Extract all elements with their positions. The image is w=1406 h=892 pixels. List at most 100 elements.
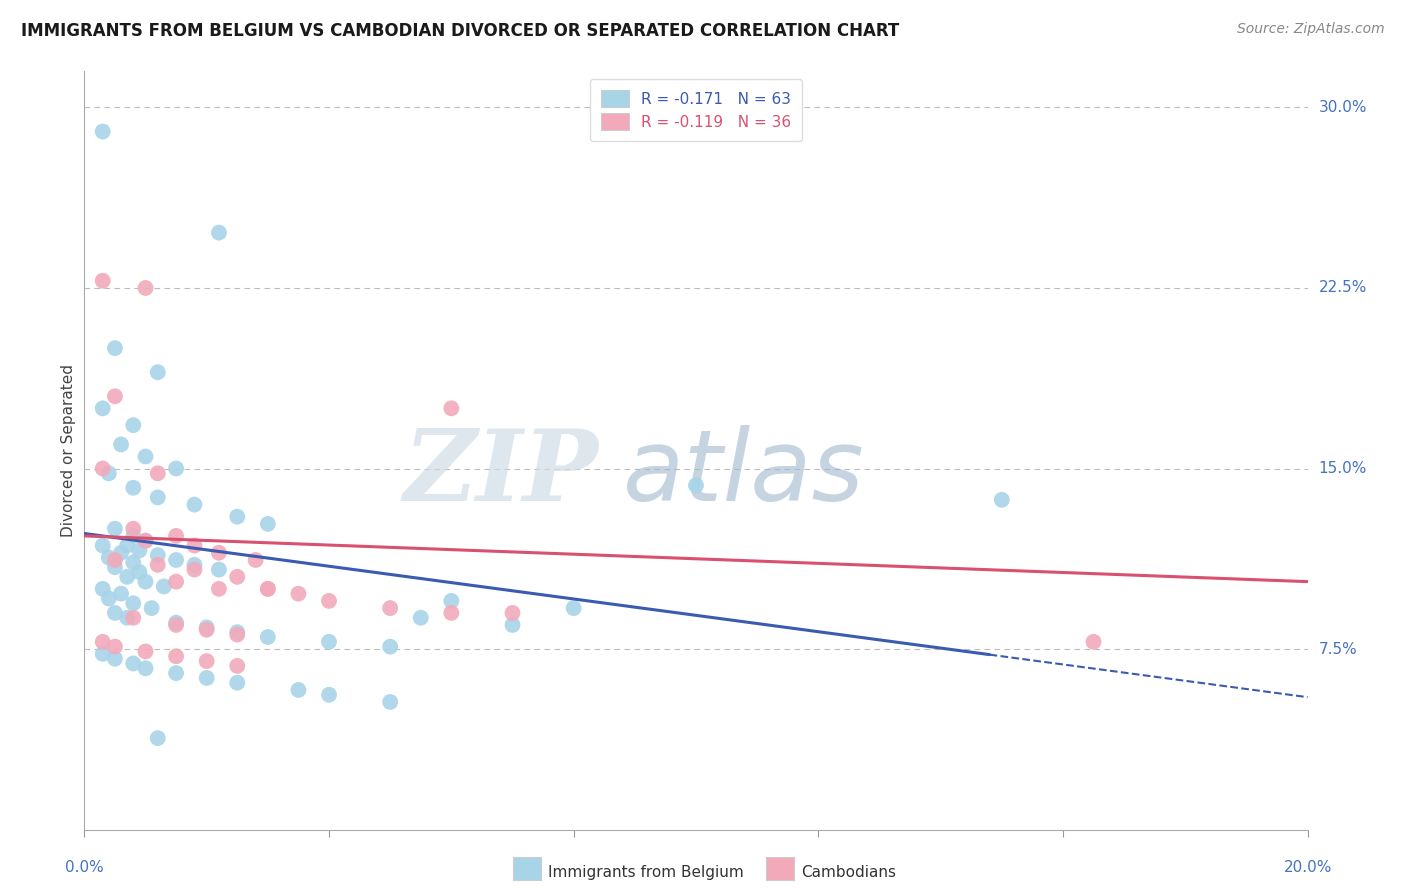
Point: [91, 401, 114, 416]
Point: [91, 124, 114, 138]
Point: [183, 563, 205, 577]
Point: [135, 450, 157, 464]
Point: [165, 618, 187, 632]
Point: [122, 596, 145, 610]
Point: [226, 659, 249, 673]
Point: [226, 509, 249, 524]
Point: [91, 647, 114, 661]
Point: [146, 365, 169, 379]
Point: [208, 563, 231, 577]
Point: [146, 491, 169, 505]
Point: [135, 661, 157, 675]
Point: [991, 492, 1014, 507]
Point: [380, 640, 402, 654]
Point: [97, 550, 120, 565]
Point: [183, 539, 205, 553]
Point: [502, 606, 524, 620]
Point: [685, 478, 707, 492]
Point: [104, 522, 127, 536]
Point: [380, 601, 402, 615]
Point: [318, 688, 340, 702]
Point: [287, 682, 309, 697]
Point: [122, 481, 145, 495]
Point: [165, 529, 187, 543]
Point: [91, 635, 114, 649]
Text: Immigrants from Belgium: Immigrants from Belgium: [548, 865, 744, 880]
Point: [122, 529, 145, 543]
Point: [110, 587, 132, 601]
Point: [115, 611, 138, 625]
Point: [104, 651, 127, 665]
Point: [226, 625, 249, 640]
Point: [104, 606, 127, 620]
Point: [153, 579, 176, 593]
Text: 15.0%: 15.0%: [1319, 461, 1367, 476]
Point: [165, 553, 187, 567]
Point: [146, 548, 169, 562]
Point: [183, 558, 205, 572]
Point: [122, 522, 145, 536]
Point: [97, 467, 120, 481]
Point: [409, 611, 432, 625]
Point: [226, 570, 249, 584]
Point: [141, 601, 163, 615]
Point: [562, 601, 585, 615]
Point: [245, 553, 267, 567]
Point: [318, 635, 340, 649]
Text: atlas: atlas: [623, 425, 865, 522]
Point: [440, 401, 463, 416]
Point: [257, 630, 280, 644]
Point: [122, 418, 145, 433]
Point: [104, 560, 127, 574]
Point: [104, 640, 127, 654]
Text: ZIP: ZIP: [404, 425, 598, 522]
Point: [257, 582, 280, 596]
Text: 0.0%: 0.0%: [65, 860, 104, 875]
Point: [195, 654, 218, 668]
Point: [146, 731, 169, 745]
Point: [165, 615, 187, 630]
Text: 20.0%: 20.0%: [1284, 860, 1331, 875]
Point: [135, 533, 157, 548]
Point: [122, 611, 145, 625]
Point: [91, 582, 114, 596]
Point: [226, 675, 249, 690]
Point: [146, 467, 169, 481]
Text: 22.5%: 22.5%: [1319, 280, 1367, 295]
Point: [104, 389, 127, 403]
Point: [195, 671, 218, 685]
Point: [380, 695, 402, 709]
Text: Source: ZipAtlas.com: Source: ZipAtlas.com: [1237, 22, 1385, 37]
Point: [135, 533, 157, 548]
Point: [122, 555, 145, 569]
Point: [195, 623, 218, 637]
Point: [115, 570, 138, 584]
Point: [440, 606, 463, 620]
Point: [97, 591, 120, 606]
Point: [257, 582, 280, 596]
Point: [110, 437, 132, 451]
Text: 7.5%: 7.5%: [1319, 641, 1357, 657]
Point: [146, 558, 169, 572]
Point: [208, 226, 231, 240]
Point: [195, 620, 218, 634]
Point: [208, 546, 231, 560]
Point: [135, 644, 157, 658]
Point: [135, 574, 157, 589]
Point: [104, 553, 127, 567]
Point: [110, 546, 132, 560]
Point: [165, 461, 187, 475]
Point: [440, 594, 463, 608]
Text: IMMIGRANTS FROM BELGIUM VS CAMBODIAN DIVORCED OR SEPARATED CORRELATION CHART: IMMIGRANTS FROM BELGIUM VS CAMBODIAN DIV…: [21, 22, 900, 40]
Point: [226, 627, 249, 641]
Point: [104, 341, 127, 355]
Point: [318, 594, 340, 608]
Point: [128, 565, 150, 579]
Text: 30.0%: 30.0%: [1319, 100, 1367, 115]
Point: [91, 539, 114, 553]
Point: [135, 281, 157, 295]
Point: [257, 516, 280, 531]
Point: [208, 582, 231, 596]
Text: Cambodians: Cambodians: [801, 865, 897, 880]
Point: [287, 587, 309, 601]
